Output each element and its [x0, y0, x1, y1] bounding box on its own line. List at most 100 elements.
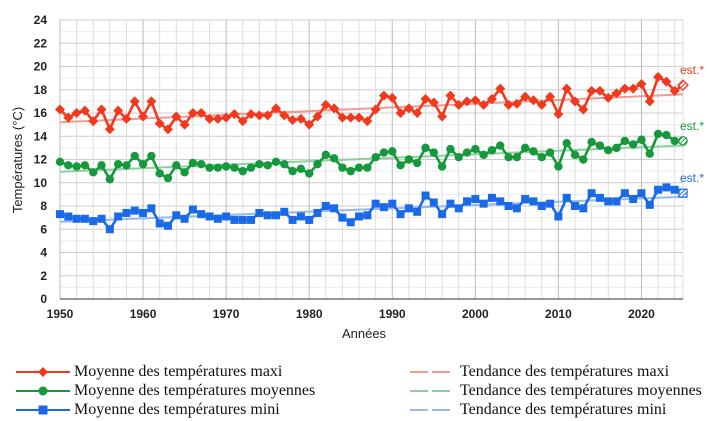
data-point: [270, 103, 281, 114]
data-point: [221, 112, 232, 123]
legend-item-maxi[interactable]: Moyenne des températures maxi: [16, 362, 315, 381]
data-point: [121, 113, 132, 124]
data-point: [147, 204, 156, 213]
data-point: [578, 104, 589, 115]
data-point: [620, 189, 629, 198]
data-point: [89, 217, 98, 226]
data-point: [55, 157, 65, 167]
y-tick-label: 14: [34, 129, 48, 143]
data-point: [445, 90, 456, 101]
data-point: [645, 200, 654, 209]
y-tick-label: 20: [34, 60, 48, 74]
y-tick-label: 10: [34, 176, 48, 190]
x-axis-ticks: 1950 1960 1970 1980 1990 2000 2010 2020: [47, 307, 655, 321]
legend-item-moyennes[interactable]: Moyenne des températures moyennes: [16, 381, 315, 400]
data-point: [437, 162, 447, 171]
data-point: [429, 198, 438, 207]
legend-item-mini[interactable]: Moyenne des températures mini: [16, 400, 315, 419]
data-point: [154, 118, 165, 129]
data-point: [313, 159, 322, 169]
data-point: [163, 221, 172, 230]
data-point: [345, 112, 356, 123]
estimate-label: est.*: [680, 63, 704, 77]
legend-label-maxi: Moyenne des températures maxi: [74, 363, 283, 380]
legend-item-trend-moyennes[interactable]: Tendance des températures moyennes: [410, 381, 702, 400]
square-marker-icon: [16, 405, 70, 414]
data-point: [138, 159, 148, 169]
y-tick-label: 2: [40, 269, 47, 283]
data-point: [529, 147, 538, 156]
data-point: [171, 111, 182, 122]
data-point: [204, 113, 215, 124]
data-point: [437, 111, 448, 122]
data-point: [471, 144, 480, 154]
data-point: [478, 99, 489, 110]
data-point: [56, 210, 64, 219]
data-point: [113, 105, 124, 116]
data-point: [562, 139, 571, 148]
trend-line: [59, 144, 684, 173]
data-point: [321, 202, 330, 210]
data-point: [313, 208, 322, 217]
data-point: [296, 212, 305, 221]
data-point: [561, 83, 572, 94]
data-point: [420, 94, 431, 105]
series-line: [59, 186, 684, 231]
data-point: [371, 152, 380, 162]
data-point: [520, 91, 531, 102]
data-point: [594, 85, 605, 96]
x-tick-label: 1960: [130, 307, 157, 321]
data-point: [404, 155, 414, 164]
y-tick-label: 4: [40, 246, 47, 260]
data-point: [271, 157, 281, 167]
data-point: [454, 204, 463, 213]
data-point: [230, 215, 239, 224]
data-point: [213, 163, 223, 172]
data-point: [511, 98, 522, 109]
y-tick-label: 16: [34, 106, 48, 120]
data-point: [595, 141, 605, 150]
data-point: [97, 214, 106, 223]
data-point: [280, 159, 289, 169]
legend-item-trend-mini[interactable]: Tendance des températures mini: [410, 400, 702, 419]
data-point: [295, 113, 306, 124]
data-point: [579, 204, 588, 213]
data-point: [155, 219, 164, 228]
data-point: [379, 203, 388, 212]
data-point: [130, 206, 139, 215]
data-point: [262, 110, 273, 121]
legend-trends: Tendance des températures maxi Tendance …: [410, 362, 702, 419]
data-point: [271, 211, 280, 220]
data-point: [89, 168, 98, 177]
series-line: [59, 75, 684, 131]
data-point: [146, 96, 157, 107]
data-point: [122, 161, 131, 170]
data-point: [64, 161, 73, 170]
legend-label-trend-mini: Tendance des températures mini: [460, 401, 667, 418]
data-point: [288, 215, 297, 224]
data-point: [354, 163, 364, 172]
data-point: [654, 185, 663, 194]
data-point: [147, 151, 156, 161]
data-point: [579, 155, 588, 164]
data-point: [653, 129, 663, 139]
data-point: [678, 136, 688, 146]
data-point: [479, 199, 488, 208]
data-point: [462, 148, 472, 157]
data-point: [246, 163, 256, 172]
data-point: [378, 90, 389, 101]
x-axis-title: Années: [342, 326, 387, 341]
data-point: [197, 210, 206, 219]
data-point: [55, 104, 65, 115]
data-point: [180, 168, 189, 177]
data-point: [388, 199, 397, 208]
x-tick-label: 2010: [545, 307, 572, 321]
data-point: [438, 210, 447, 219]
data-point: [263, 161, 272, 170]
data-point: [396, 210, 405, 219]
legend-item-trend-maxi[interactable]: Tendance des températures maxi: [410, 362, 702, 381]
data-point: [355, 212, 364, 221]
data-point: [72, 214, 81, 223]
